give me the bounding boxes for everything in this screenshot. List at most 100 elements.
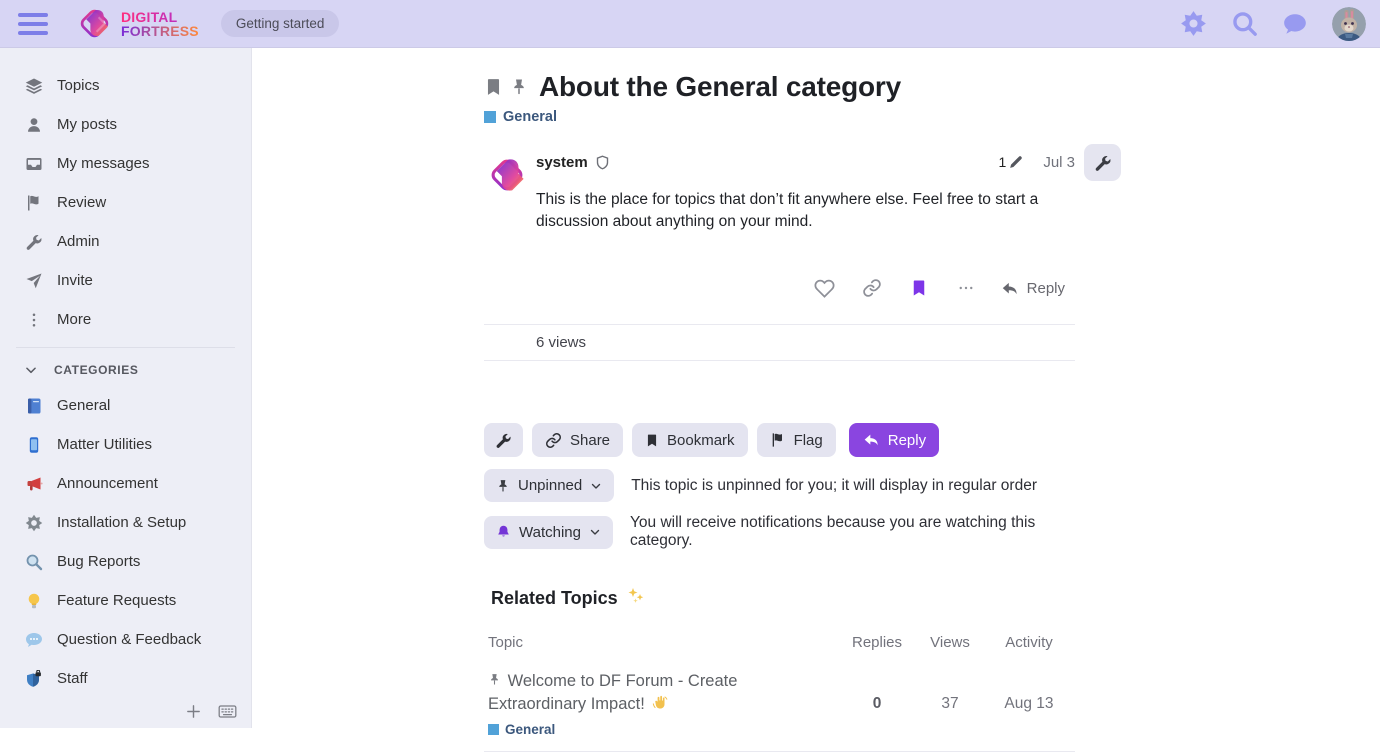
- sidebar-item-invite[interactable]: Invite: [0, 261, 251, 300]
- related-topic-replies: 0: [872, 695, 882, 712]
- category-label: Installation & Setup: [57, 514, 187, 531]
- edit-count[interactable]: 1: [999, 154, 1024, 170]
- sidebar-category-question-feedback[interactable]: Question & Feedback: [0, 620, 251, 659]
- sidebar-category-staff[interactable]: Staff: [0, 659, 251, 698]
- chevron-down-icon: [589, 526, 601, 538]
- sidebar-label: Invite: [57, 272, 93, 289]
- post-admin-wrench-button[interactable]: [1084, 144, 1121, 181]
- sidebar-item-admin[interactable]: Admin: [0, 222, 251, 261]
- post-body: This is the place for topics that don’t …: [536, 191, 1039, 230]
- sidebar-label: My posts: [57, 116, 118, 133]
- chat-bubble-icon[interactable]: [1282, 11, 1308, 37]
- more-actions-icon[interactable]: [949, 273, 983, 303]
- unpinned-pin-icon: [496, 478, 510, 494]
- mobile-phone-emoji-icon: [24, 435, 43, 454]
- copy-link-icon[interactable]: [855, 273, 889, 303]
- column-views: Views: [930, 634, 970, 651]
- pencil-icon: [1009, 155, 1023, 169]
- flag-label: Flag: [793, 431, 823, 449]
- sidebar-category-general[interactable]: General: [0, 386, 251, 425]
- sidebar-category-feature-requests[interactable]: Feature Requests: [0, 581, 251, 620]
- reply-arrow-icon: [862, 432, 880, 448]
- topic-title: About the General category: [539, 71, 901, 102]
- post-reply-button[interactable]: Reply: [1000, 280, 1065, 297]
- sparkles-icon: [626, 586, 646, 611]
- category-color-square: [484, 111, 496, 123]
- chevron-down-icon: [24, 363, 38, 377]
- related-topic-link[interactable]: Welcome to DF Forum - Create Extraordina…: [488, 671, 837, 715]
- sidebar-item-my-messages[interactable]: My messages: [0, 144, 251, 183]
- unpinned-pin-icon: [510, 76, 528, 98]
- flag-icon: [24, 193, 43, 212]
- brand-line-1: DIGITAL: [121, 10, 199, 24]
- paper-plane-icon: [24, 271, 43, 290]
- post-author-avatar[interactable]: [484, 152, 530, 198]
- sidebar-item-review[interactable]: Review: [0, 183, 251, 222]
- inbox-icon: [24, 154, 43, 173]
- brand-wordmark: DIGITAL FORTRESS: [121, 10, 199, 38]
- topic-category-badge[interactable]: General: [484, 109, 1075, 125]
- sidebar-category-bug-reports[interactable]: Bug Reports: [0, 542, 251, 581]
- pin-status-row: Unpinned This topic is unpinned for you;…: [484, 469, 1075, 502]
- related-topic-activity: Aug 13: [1004, 695, 1054, 712]
- categories-section-label: CATEGORIES: [54, 363, 139, 377]
- related-topics-header: Related Topics: [484, 586, 1075, 611]
- like-heart-icon[interactable]: [808, 273, 842, 303]
- bookmark-icon: [484, 76, 503, 98]
- reply-button[interactable]: Reply: [848, 423, 940, 457]
- user-icon: [24, 115, 43, 134]
- post-author-name[interactable]: system: [536, 153, 588, 171]
- categories-section-toggle[interactable]: CATEGORIES: [0, 354, 251, 386]
- sidebar-item-more[interactable]: More: [0, 300, 251, 339]
- header-actions: [1180, 6, 1366, 41]
- hamburger-menu-icon[interactable]: [18, 12, 48, 35]
- post-meta-right: 1 Jul 3: [999, 154, 1075, 171]
- category-label: Feature Requests: [57, 592, 177, 609]
- sidebar-category-matter-utilities[interactable]: Matter Utilities: [0, 425, 251, 464]
- wrench-icon: [495, 432, 512, 449]
- getting-started-link[interactable]: Getting started: [220, 10, 340, 37]
- bookmark-button[interactable]: Bookmark: [632, 423, 748, 457]
- category-label: Bug Reports: [57, 553, 141, 570]
- add-section-icon[interactable]: [185, 703, 202, 720]
- watch-status-note: You will receive notifications because y…: [629, 514, 1036, 549]
- related-topic-cell: Welcome to DF Forum - Create Extraordina…: [488, 671, 837, 737]
- sidebar-category-announcement[interactable]: Announcement: [0, 464, 251, 503]
- bookmarked-icon[interactable]: [902, 273, 936, 303]
- sidebar-label: My messages: [57, 155, 150, 172]
- topic-admin-wrench-button[interactable]: [484, 423, 523, 457]
- related-topic-category-badge[interactable]: General: [488, 722, 837, 737]
- category-color-square: [488, 724, 499, 735]
- flag-button[interactable]: Flag: [756, 423, 836, 457]
- post-date: Jul 3: [1043, 153, 1075, 171]
- category-label: Question & Feedback: [57, 631, 202, 648]
- brand-line-2: FORTRESS: [121, 22, 199, 39]
- blue-book-emoji-icon: [24, 396, 43, 415]
- sidebar-divider: [16, 347, 235, 348]
- gear-icon[interactable]: [1180, 10, 1207, 37]
- share-button[interactable]: Share: [532, 423, 624, 457]
- category-label: Announcement: [57, 475, 158, 492]
- site-logo[interactable]: DIGITAL FORTRESS: [76, 5, 199, 42]
- search-icon[interactable]: [1231, 10, 1258, 37]
- sidebar-item-my-posts[interactable]: My posts: [0, 105, 251, 144]
- bookmark-icon: [645, 432, 659, 449]
- user-avatar[interactable]: [1332, 6, 1366, 41]
- category-label: Staff: [57, 670, 88, 687]
- sidebar-item-topics[interactable]: Topics: [0, 66, 251, 105]
- light-bulb-emoji-icon: [24, 591, 43, 610]
- header: DIGITAL FORTRESS Getting started: [0, 0, 1380, 48]
- unpinned-dropdown-button[interactable]: Unpinned: [484, 469, 615, 502]
- keyboard-shortcuts-icon[interactable]: [218, 703, 237, 720]
- share-label: Share: [570, 431, 611, 449]
- layers-icon: [24, 76, 43, 95]
- shield-badge-icon: [595, 154, 610, 171]
- watching-dropdown-button[interactable]: Watching: [484, 515, 613, 549]
- sidebar-category-installation-setup[interactable]: Installation & Setup: [0, 503, 251, 542]
- column-topic: Topic: [488, 634, 524, 651]
- sidebar-label: Review: [57, 194, 107, 211]
- reply-label: Reply: [887, 431, 927, 449]
- unpinned-pin-icon: [488, 672, 501, 687]
- bookmark-label: Bookmark: [667, 431, 735, 449]
- link-icon: [545, 432, 562, 449]
